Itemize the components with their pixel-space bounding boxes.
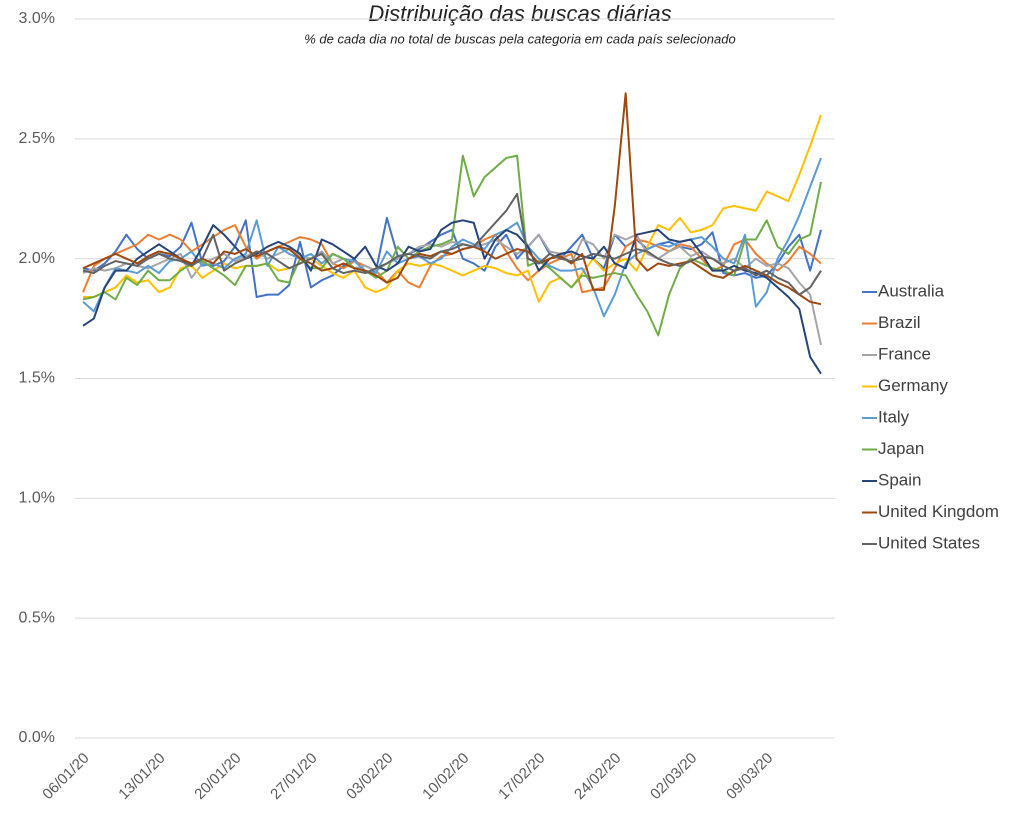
legend-label: Germany [878,376,948,395]
x-tick-label: 20/01/20 [191,750,244,803]
x-tick-label: 27/01/20 [267,750,320,803]
legend-label: Brazil [878,313,921,332]
x-tick-label: 13/01/20 [115,750,168,803]
chart-title: Distribuição das buscas diárias [368,1,671,26]
y-tick-label: 1.0% [19,490,55,507]
series-line [83,114,822,303]
x-tick-label: 02/03/20 [647,750,700,803]
series-line [82,192,822,296]
x-tick-label: 03/02/20 [343,750,396,803]
y-tick-label: 2.0% [19,250,55,267]
x-tick-label: 06/01/20 [39,750,92,803]
y-tick-label: 2.5% [19,130,55,147]
legend-label: France [878,344,931,363]
chart-subtitle: % de cada dia no total de buscas pela ca… [304,31,735,46]
series-line [82,219,822,375]
series-line [82,92,822,306]
legend-label: United States [878,533,980,552]
x-tick-label: 17/02/20 [495,750,548,803]
series-line [82,157,822,318]
y-tick-label: 0.0% [19,729,55,746]
y-tick-label: 1.5% [19,370,55,387]
series-line [82,154,822,337]
x-tick-label: 10/02/20 [419,750,472,803]
series-line [82,233,822,346]
legend-label: Italy [878,407,910,426]
x-tick-label: 24/02/20 [571,750,624,803]
legend-label: Japan [878,439,924,458]
legend-label: United Kingdom [878,502,999,521]
legend-label: Australia [878,281,945,300]
y-tick-label: 3.0% [19,10,55,27]
y-tick-label: 0.5% [19,609,55,626]
legend-label: Spain [878,470,921,489]
x-tick-label: 09/03/20 [723,750,776,803]
